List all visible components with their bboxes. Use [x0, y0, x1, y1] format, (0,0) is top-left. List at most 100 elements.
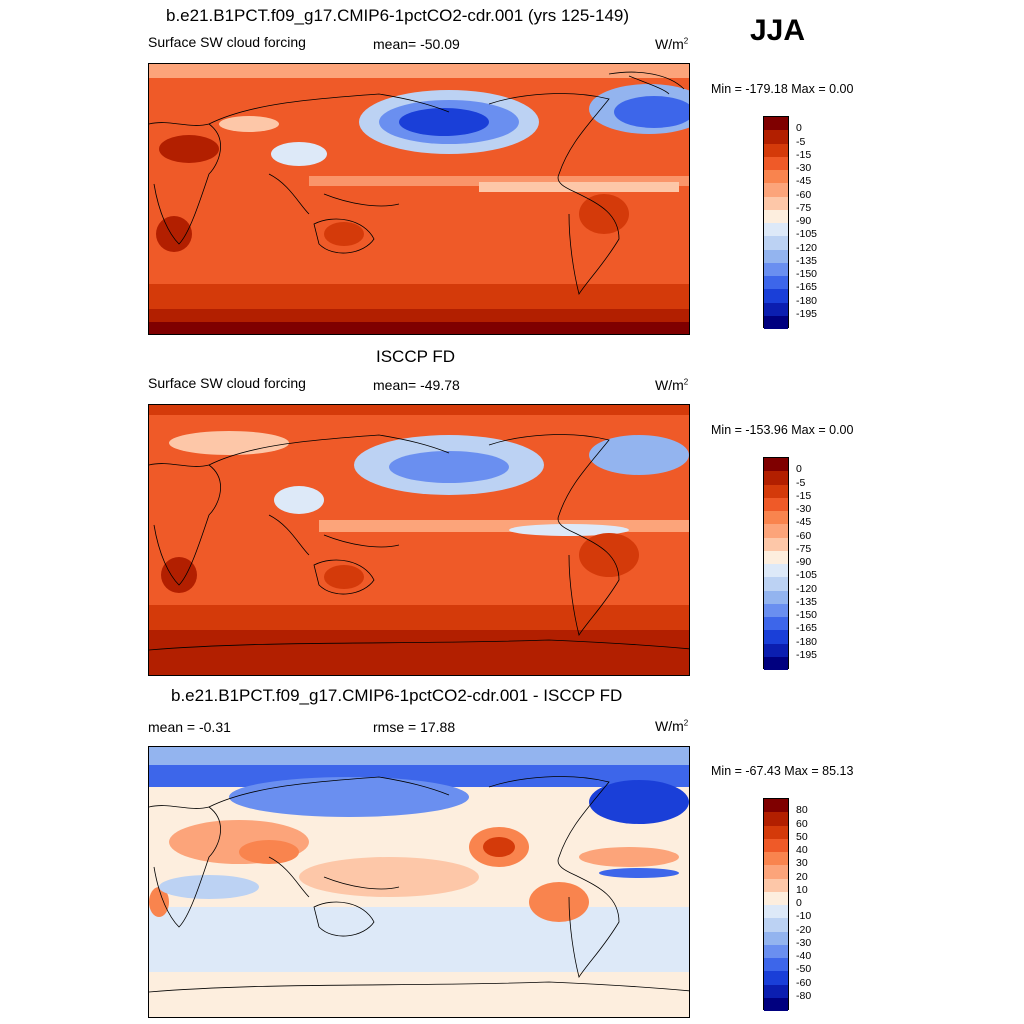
colorbar-tick-label: 40: [796, 844, 808, 856]
colorbar-tick-label: -180: [796, 294, 818, 307]
colorbar-tick-label: -105: [796, 228, 818, 241]
colorbar-tick-label: -15: [796, 148, 812, 161]
colorbar-swatch: [764, 249, 788, 263]
panel3-mean: mean = -0.31: [148, 719, 231, 735]
colorbar-tick-label: -195: [796, 648, 818, 661]
colorbar-swatch: [764, 289, 788, 303]
panel2-mean: mean= -49.78: [373, 377, 460, 393]
colorbar-swatch: [764, 812, 788, 826]
colorbar-swatch: [764, 196, 788, 210]
colorbar-tick-label: -10: [796, 910, 812, 923]
colorbar-swatch: [764, 209, 788, 223]
colorbar-swatch: [764, 643, 788, 657]
colorbar-tick-label: -150: [796, 609, 818, 621]
colorbar-tick-label: 0: [796, 463, 802, 476]
colorbar-swatch: [764, 918, 788, 932]
season-label: JJA: [750, 14, 806, 47]
colorbar-tick-label: -105: [796, 569, 818, 582]
colorbar-swatch: [764, 878, 788, 892]
colorbar-tick-label: 0: [796, 897, 802, 909]
colorbar-swatch: [764, 865, 788, 879]
colorbar-swatch: [764, 156, 788, 170]
colorbar-tick-label: -15: [796, 489, 812, 502]
colorbar-tick-label: -150: [796, 268, 818, 280]
colorbar-tick-label: -80: [796, 989, 812, 1002]
panel1-map: [148, 63, 690, 335]
colorbar-tick-label: -120: [796, 241, 818, 254]
colorbar-swatch: [764, 223, 788, 237]
colorbar-tick-label: 0: [796, 122, 802, 135]
colorbar-tick-label: -195: [796, 307, 818, 320]
colorbar-swatch: [764, 958, 788, 972]
colorbar-tick-label: -30: [796, 162, 812, 174]
colorbar-swatch: [764, 590, 788, 604]
colorbar-swatch: [764, 117, 788, 131]
panel1-field-label: Surface SW cloud forcing: [148, 34, 306, 50]
colorbar-swatch: [764, 471, 788, 485]
panel3-map: [148, 746, 690, 1018]
colorbar-swatch: [764, 484, 788, 498]
colorbar-tick-label: -120: [796, 582, 818, 595]
panel2-title: ISCCP FD: [376, 347, 456, 366]
colorbar-swatch: [764, 537, 788, 551]
colorbar-swatch: [764, 577, 788, 591]
colorbar-swatch: [764, 130, 788, 144]
panel1-units: W/m2: [655, 36, 689, 52]
colorbar-tick-label: -60: [796, 529, 812, 542]
colorbar-swatch: [764, 825, 788, 839]
colorbar-swatch: [764, 143, 788, 157]
colorbar-tick-label: -45: [796, 516, 812, 529]
panel2-map: [148, 404, 690, 676]
colorbar-tick-label: 80: [796, 804, 808, 817]
colorbar-swatch: [764, 524, 788, 538]
colorbar-swatch: [764, 891, 788, 905]
panel3-units: W/m2: [655, 718, 689, 734]
panel1-mean: mean= -50.09: [373, 36, 460, 52]
colorbar-tick-label: -75: [796, 542, 812, 555]
colorbar-tick-label: -90: [796, 556, 812, 568]
colorbar-tick-label: -75: [796, 201, 812, 214]
colorbar-swatch: [764, 170, 788, 184]
colorbar-tick-label: -30: [796, 936, 812, 949]
colorbar-swatch: [764, 262, 788, 276]
panel3-minmax: Min = -67.43 Max = 85.13: [711, 764, 854, 778]
colorbar-tick-label: -40: [796, 950, 812, 962]
panel1-colorbar: [763, 116, 789, 329]
panel2-field-label: Surface SW cloud forcing: [148, 375, 306, 391]
colorbar-swatch: [764, 497, 788, 511]
colorbar-tick-label: -20: [796, 923, 812, 936]
colorbar-tick-label: -60: [796, 976, 812, 989]
colorbar-swatch: [764, 564, 788, 578]
panel3-title: b.e21.B1PCT.f09_g17.CMIP6-1pctCO2-cdr.00…: [171, 686, 623, 705]
colorbar-tick-label: -165: [796, 281, 818, 294]
panel2-minmax: Min = -153.96 Max = 0.00: [711, 423, 854, 437]
colorbar-tick-label: -135: [796, 595, 818, 608]
colorbar-swatch: [764, 603, 788, 617]
colorbar-swatch: [764, 315, 788, 329]
colorbar-tick-label: 60: [796, 817, 808, 830]
colorbar-swatch: [764, 931, 788, 945]
colorbar-tick-label: -30: [796, 503, 812, 515]
panel1-minmax: Min = -179.18 Max = 0.00: [711, 82, 854, 96]
colorbar-swatch: [764, 511, 788, 525]
colorbar-swatch: [764, 997, 788, 1011]
panel3-colorbar: [763, 798, 789, 1011]
colorbar-tick-label: -135: [796, 254, 818, 267]
colorbar-tick-label: 20: [796, 870, 808, 883]
colorbar-swatch: [764, 984, 788, 998]
colorbar-swatch: [764, 971, 788, 985]
panel1-title: b.e21.B1PCT.f09_g17.CMIP6-1pctCO2-cdr.00…: [166, 6, 630, 25]
colorbar-swatch: [764, 656, 788, 670]
colorbar-swatch: [764, 944, 788, 958]
colorbar-swatch: [764, 236, 788, 250]
colorbar-tick-label: -60: [796, 188, 812, 201]
colorbar-tick-label: -50: [796, 963, 812, 976]
colorbar-swatch: [764, 799, 788, 813]
colorbar-tick-label: -165: [796, 622, 818, 635]
colorbar-swatch: [764, 905, 788, 919]
colorbar-swatch: [764, 276, 788, 290]
panel2-colorbar: [763, 457, 789, 670]
colorbar-tick-label: 10: [796, 883, 808, 896]
colorbar-tick-label: -90: [796, 215, 812, 227]
colorbar-swatch: [764, 458, 788, 472]
